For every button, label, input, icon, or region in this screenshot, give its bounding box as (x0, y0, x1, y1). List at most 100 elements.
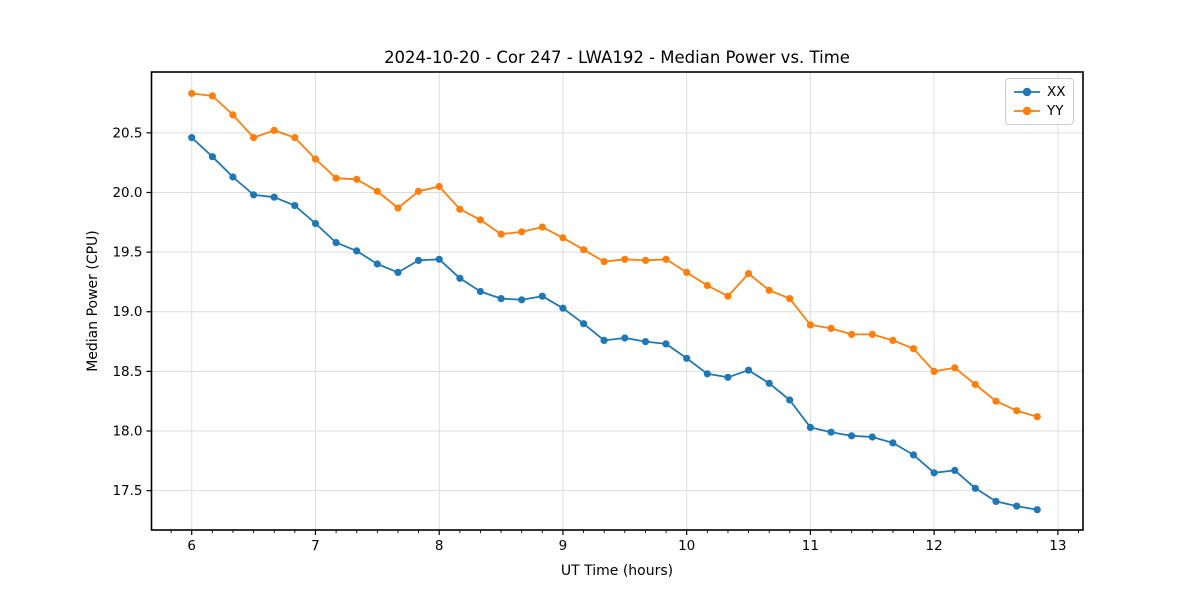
series-marker-xx (662, 340, 670, 348)
series-marker-xx (229, 173, 237, 181)
series-marker-xx (827, 428, 835, 436)
series-marker-xx (476, 287, 484, 296)
series-marker-xx (868, 433, 876, 441)
series-marker-xx (683, 354, 691, 362)
series-marker-xx (806, 423, 815, 431)
y-axis-label: Median Power (CPU) (85, 230, 101, 372)
series-line-yy (190, 92, 1039, 418)
series-marker-yy (538, 223, 546, 231)
series-marker-yy (311, 155, 320, 163)
series-marker-xx (930, 469, 938, 477)
series-marker-yy (580, 246, 588, 254)
legend-sample-xx-icon (1014, 87, 1040, 97)
legend-entry-xx: XX (1013, 83, 1066, 101)
x-tick-label: 13 (1049, 538, 1066, 554)
legend-sample-yy-icon (1014, 106, 1040, 116)
legend-entry-yy: YY (1013, 102, 1066, 120)
series-marker-xx (909, 451, 918, 459)
series-marker-yy (951, 364, 959, 372)
x-tick-label: 6 (187, 538, 196, 554)
y-tick-label: 18.5 (112, 364, 142, 380)
series-marker-yy (992, 397, 1000, 405)
series-marker-xx (951, 466, 959, 474)
x-tick-label: 7 (311, 538, 320, 554)
series-marker-xx (848, 432, 856, 440)
series-marker-yy (724, 292, 732, 300)
series-line-xx (190, 136, 1039, 511)
y-tick-label: 19.0 (112, 304, 142, 320)
x-tick-label: 9 (559, 538, 568, 554)
series-marker-yy (1013, 407, 1021, 415)
series-marker-xx (208, 153, 216, 161)
series-marker-xx (765, 379, 773, 387)
series-marker-yy (806, 321, 815, 329)
series-marker-yy (208, 92, 216, 100)
series-marker-xx (600, 336, 608, 344)
series-marker-xx (250, 191, 258, 199)
series-marker-xx (641, 338, 650, 346)
series-marker-xx (703, 370, 711, 378)
series-marker-xx (188, 134, 196, 142)
chart-title: 2024-10-20 - Cor 247 - LWA192 - Median P… (384, 48, 850, 67)
series-marker-yy (373, 187, 381, 195)
series-marker-yy (786, 295, 794, 303)
series-marker-yy (600, 258, 608, 266)
x-tick-label: 11 (802, 538, 819, 554)
series-marker-xx (291, 202, 299, 210)
series-marker-yy (270, 126, 278, 134)
series-marker-yy (662, 255, 670, 263)
series-marker-yy (848, 330, 856, 338)
series-marker-xx (456, 274, 464, 282)
axes-frame (150, 71, 1084, 531)
series-marker-yy (229, 111, 237, 119)
y-tick-label: 17.5 (112, 483, 142, 499)
series-marker-xx (1033, 506, 1041, 514)
series-marker-yy (394, 204, 402, 212)
series-marker-xx (971, 484, 979, 492)
series-marker-yy (476, 216, 484, 224)
series-marker-yy (827, 324, 835, 332)
series-marker-yy (889, 336, 897, 344)
series-marker-yy (250, 134, 258, 142)
series-marker-yy (930, 367, 938, 375)
series-marker-yy (703, 281, 711, 290)
series-marker-yy (744, 270, 753, 278)
series-marker-xx (311, 219, 320, 228)
series-marker-yy (291, 134, 299, 142)
series-marker-xx (1013, 502, 1021, 510)
series-marker-yy (559, 234, 567, 242)
series-marker-yy (765, 286, 773, 294)
series-marker-yy (188, 89, 196, 98)
series-marker-xx (332, 239, 340, 247)
series-marker-xx (373, 260, 381, 268)
legend-label-yy: YY (1047, 103, 1064, 119)
series-marker-yy (353, 175, 361, 183)
x-tick-label: 10 (678, 538, 695, 554)
series-marker-yy (1033, 413, 1041, 421)
series-marker-xx (992, 497, 1000, 505)
y-tick-label: 20.0 (112, 185, 142, 201)
y-tick-label: 18.0 (112, 424, 142, 440)
series-marker-yy (497, 230, 505, 238)
legend: XX YY (1005, 78, 1074, 125)
x-tick-label: 12 (926, 538, 943, 554)
y-tick-label: 20.5 (112, 125, 142, 141)
series-marker-xx (538, 292, 546, 300)
y-tick-label: 19.5 (112, 245, 142, 261)
series-marker-xx (270, 193, 278, 201)
series-marker-yy (868, 330, 876, 338)
series-marker-yy (332, 174, 340, 182)
series-marker-xx (889, 439, 897, 447)
legend-label-xx: XX (1047, 84, 1066, 100)
series-marker-xx (518, 296, 526, 304)
series-marker-yy (641, 256, 650, 264)
series-marker-yy (909, 345, 918, 353)
series-marker-xx (744, 366, 753, 374)
series-marker-yy (518, 228, 526, 236)
series-marker-xx (414, 256, 423, 264)
series-marker-xx (435, 255, 443, 263)
series-marker-xx (497, 295, 505, 303)
series-marker-yy (456, 205, 464, 213)
